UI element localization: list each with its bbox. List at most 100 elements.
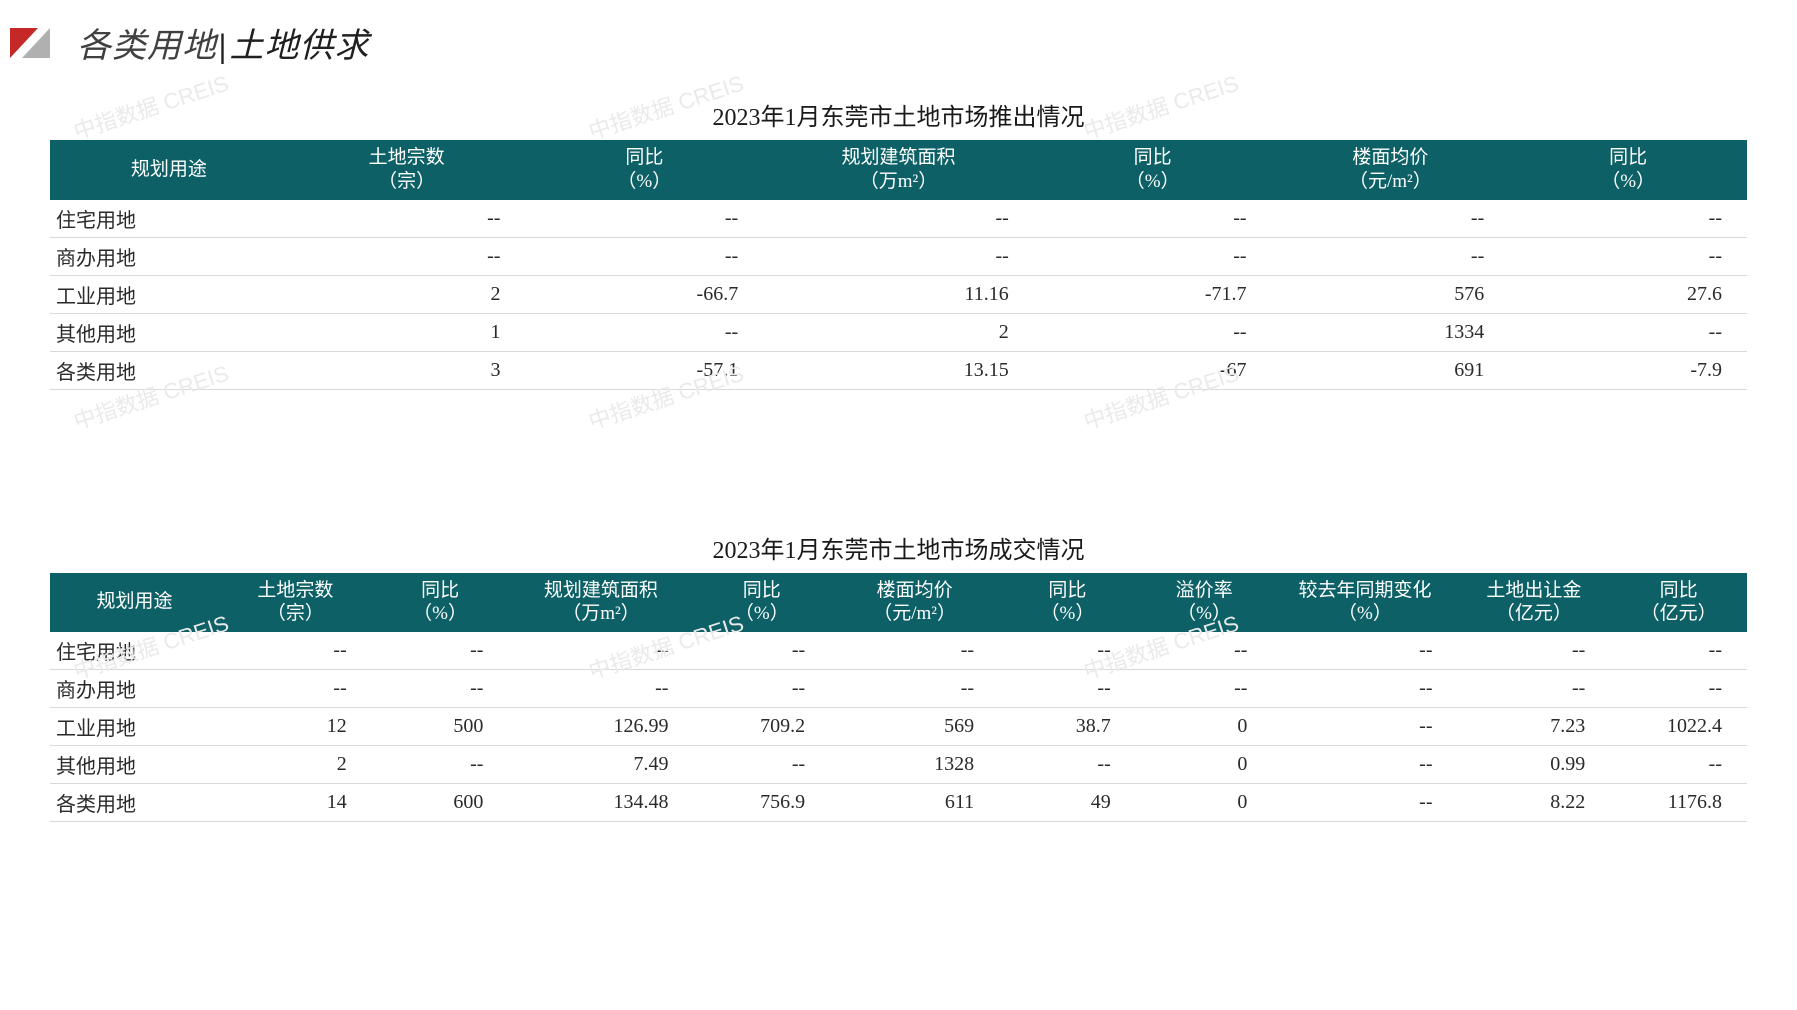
col-header: 溢价率（%） [1136, 573, 1273, 633]
cell-value: 500 [372, 708, 509, 746]
cell-value: 756.9 [693, 784, 830, 822]
cell-value: -- [830, 670, 999, 708]
cell-value: 49 [999, 784, 1136, 822]
row-label: 住宅用地 [50, 200, 288, 238]
cell-value: 1176.8 [1610, 784, 1747, 822]
col-header: 规划建筑面积（万m²） [763, 140, 1034, 200]
cell-value: 2 [763, 313, 1034, 351]
cell-value: -- [1457, 670, 1610, 708]
col-header: 规划用途 [50, 573, 219, 633]
cell-value: -- [1272, 200, 1510, 238]
cell-value: -- [1034, 200, 1272, 238]
cell-value: 2 [219, 746, 372, 784]
page-root: 各类用地|土地供求 中指数据 CREIS中指数据 CREIS中指数据 CREIS… [0, 0, 1797, 1010]
cell-value: -- [1509, 313, 1747, 351]
cell-value: -67 [1034, 351, 1272, 389]
table1-body: 住宅用地------------商办用地------------工业用地2-66… [50, 200, 1747, 390]
cell-value: -- [288, 200, 526, 238]
table-row: 各类用地14600134.48756.9611490--8.221176.8 [50, 784, 1747, 822]
cell-value: 569 [830, 708, 999, 746]
cell-value: -- [763, 237, 1034, 275]
table-row: 住宅用地-------------------- [50, 632, 1747, 670]
cell-value: -- [525, 200, 763, 238]
cell-value: 0 [1136, 708, 1273, 746]
cell-value: -- [508, 670, 693, 708]
cell-value: -57.1 [525, 351, 763, 389]
row-label: 住宅用地 [50, 632, 219, 670]
cell-value: -- [999, 632, 1136, 670]
cell-value: -- [525, 237, 763, 275]
cell-value: 1328 [830, 746, 999, 784]
row-label: 其他用地 [50, 313, 288, 351]
title-part2: 土地供求 [230, 28, 370, 65]
col-header: 规划用途 [50, 140, 288, 200]
col-header: 同比（%） [1509, 140, 1747, 200]
cell-value: -- [1136, 632, 1273, 670]
title-part1: 各类用地 [77, 28, 217, 65]
col-header: 同比（亿元） [1610, 573, 1747, 633]
cell-value: -7.9 [1509, 351, 1747, 389]
cell-value: 600 [372, 784, 509, 822]
cell-value: -66.7 [525, 275, 763, 313]
row-label: 各类用地 [50, 351, 288, 389]
table2-header-row: 规划用途土地宗数（宗）同比（%）规划建筑面积（万m²）同比（%）楼面均价（元/m… [50, 573, 1747, 633]
col-header: 楼面均价（元/m²） [830, 573, 999, 633]
cell-value: -- [1272, 784, 1457, 822]
col-header: 楼面均价（元/m²） [1272, 140, 1510, 200]
cell-value: 8.22 [1457, 784, 1610, 822]
cell-value: -- [1272, 632, 1457, 670]
cell-value: 0.99 [1457, 746, 1610, 784]
cell-value: 0 [1136, 746, 1273, 784]
col-header: 同比（%） [372, 573, 509, 633]
cell-value: -- [508, 632, 693, 670]
cell-value: -- [1610, 632, 1747, 670]
cell-value: 1 [288, 313, 526, 351]
table1-section: 2023年1月东莞市土地市场推出情况 规划用途土地宗数（宗）同比（%）规划建筑面… [0, 97, 1797, 390]
col-header: 同比（%） [693, 573, 830, 633]
cell-value: -- [219, 632, 372, 670]
section-spacer [0, 390, 1797, 510]
table2-body: 住宅用地--------------------商办用地------------… [50, 632, 1747, 822]
row-label: 商办用地 [50, 670, 219, 708]
row-label: 工业用地 [50, 275, 288, 313]
col-header: 土地宗数（宗） [219, 573, 372, 633]
col-header: 同比（%） [999, 573, 1136, 633]
table2-section: 2023年1月东莞市土地市场成交情况 规划用途土地宗数（宗）同比（%）规划建筑面… [0, 530, 1797, 823]
table-row: 商办用地-------------------- [50, 670, 1747, 708]
table-row: 其他用地1--2--1334-- [50, 313, 1747, 351]
cell-value: 576 [1272, 275, 1510, 313]
page-header: 各类用地|土地供求 [0, 0, 1797, 77]
cell-value: -- [1509, 237, 1747, 275]
cell-value: -- [830, 632, 999, 670]
cell-value: -- [693, 670, 830, 708]
table1-header-row: 规划用途土地宗数（宗）同比（%）规划建筑面积（万m²）同比（%）楼面均价（元/m… [50, 140, 1747, 200]
cell-value: -- [999, 746, 1136, 784]
col-header: 同比（%） [1034, 140, 1272, 200]
cell-value: -- [693, 746, 830, 784]
cell-value: 13.15 [763, 351, 1034, 389]
table-row: 工业用地2-66.711.16-71.757627.6 [50, 275, 1747, 313]
table-row: 各类用地3-57.113.15-67691-7.9 [50, 351, 1747, 389]
cell-value: -- [525, 313, 763, 351]
table1-title: 2023年1月东莞市土地市场推出情况 [50, 97, 1747, 132]
col-header: 较去年同期变化（%） [1272, 573, 1457, 633]
row-label: 商办用地 [50, 237, 288, 275]
cell-value: 134.48 [508, 784, 693, 822]
logo-icon [10, 28, 65, 58]
cell-value: 3 [288, 351, 526, 389]
cell-value: 11.16 [763, 275, 1034, 313]
cell-value: -- [1034, 313, 1272, 351]
table-row: 住宅用地------------ [50, 200, 1747, 238]
row-label: 工业用地 [50, 708, 219, 746]
cell-value: 1022.4 [1610, 708, 1747, 746]
col-header: 规划建筑面积（万m²） [508, 573, 693, 633]
cell-value: -- [1272, 708, 1457, 746]
cell-value: -- [372, 632, 509, 670]
col-header: 土地宗数（宗） [288, 140, 526, 200]
cell-value: -- [1272, 237, 1510, 275]
cell-value: -- [1457, 632, 1610, 670]
table-row: 其他用地2--7.49--1328--0--0.99-- [50, 746, 1747, 784]
cell-value: 691 [1272, 351, 1510, 389]
cell-value: -- [1272, 670, 1457, 708]
col-header: 土地出让金（亿元） [1457, 573, 1610, 633]
